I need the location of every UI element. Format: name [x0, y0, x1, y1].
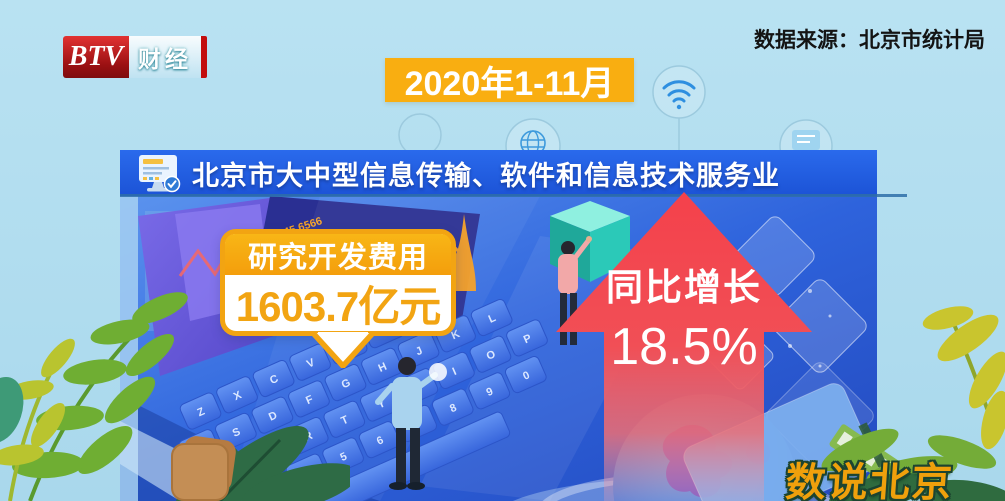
panel-header: 北京市大中型信息传输、软件和信息技术服务业: [120, 150, 877, 196]
svg-text:I: I: [451, 366, 459, 378]
svg-text:6: 6: [375, 434, 385, 447]
header-underline: [120, 194, 907, 197]
svg-text:P: P: [522, 332, 534, 346]
metric-bubble-label: 研究开发费用: [225, 234, 451, 275]
svg-text:0: 0: [521, 369, 531, 382]
metric-bubble: 研究开发费用 1603.7亿元: [220, 229, 456, 368]
svg-text:J: J: [414, 345, 424, 358]
watermark: 数说北京: [784, 461, 956, 501]
panel-title: 北京市大中型信息传输、软件和信息技术服务业: [192, 160, 780, 191]
channel-sub-label: 财经: [129, 36, 201, 78]
svg-text:F: F: [304, 393, 315, 407]
data-source-label: 数据来源：北京市统计局: [754, 29, 985, 52]
svg-text:Z: Z: [196, 405, 207, 419]
svg-text:S: S: [231, 426, 243, 440]
svg-text:5: 5: [338, 451, 348, 464]
svg-text:T: T: [339, 414, 350, 428]
metric-bubble-value: 1603.7亿元: [235, 282, 441, 330]
monitor-check-icon: [139, 155, 181, 193]
channel-logo: BTV 财经: [63, 36, 207, 78]
svg-text:9: 9: [485, 385, 495, 398]
typing-person: [375, 357, 447, 490]
logo-red-bar: [201, 36, 207, 78]
growth-arrow-label: 同比增长: [606, 267, 762, 308]
period-banner: 2020年1-11月: [385, 58, 634, 103]
bubble-tail: [311, 332, 375, 368]
right-plants: [821, 306, 1005, 501]
growth-arrow-value: 18.5%: [610, 318, 757, 376]
plant-pot: [171, 436, 236, 501]
svg-text:8: 8: [448, 402, 458, 415]
wifi-icon: [652, 65, 706, 152]
growth-arrow: 同比增长 18.5%: [556, 192, 812, 501]
btv-logo: BTV: [63, 36, 129, 78]
svg-text:L: L: [487, 312, 498, 326]
